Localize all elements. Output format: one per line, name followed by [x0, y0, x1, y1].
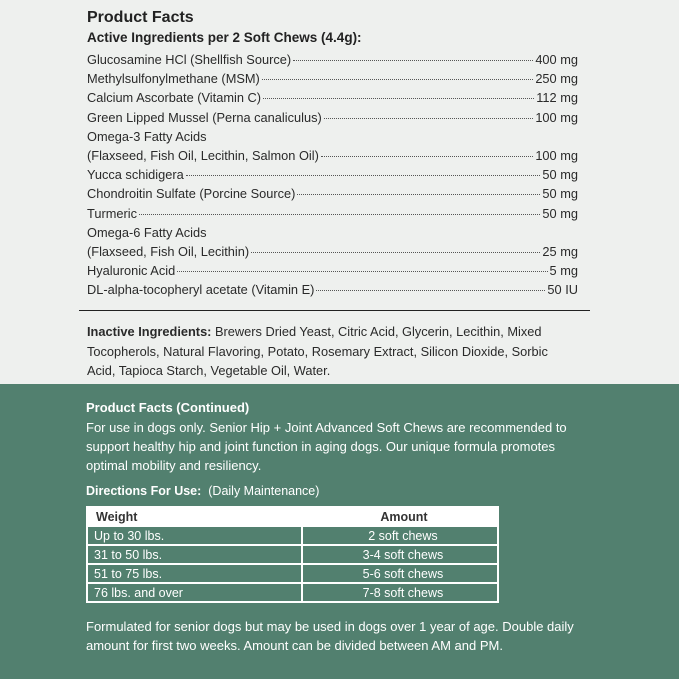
table-row: 31 to 50 lbs. 3-4 soft chews [88, 546, 497, 563]
ingredient-amount: 25 mg [542, 243, 578, 259]
active-ingredients-heading: Active Ingredients per 2 Soft Chews (4.4… [87, 30, 362, 45]
amount-cell: 5-6 soft chews [302, 565, 497, 582]
ingredient-amount: 5 mg [549, 263, 578, 279]
dot-leader [139, 213, 541, 215]
amount-cell: 3-4 soft chews [302, 546, 497, 563]
dot-leader [320, 155, 534, 157]
ingredient-amount: 400 mg [535, 52, 578, 67]
product-facts-title: Product Facts [87, 9, 194, 26]
ingredient-list: Glucosamine HCl (Shellfish Source) 400 mg… [87, 50, 578, 299]
directions-label: Directions For Use: [86, 484, 202, 498]
inactive-ingredients: Inactive Ingredients: Brewers Dried Yeas… [87, 322, 577, 381]
amount-cell: 2 soft chews [302, 527, 497, 544]
ingredient-name: (Flaxseed, Fish Oil, Lecithin, Salmon Oi… [87, 147, 319, 163]
header-weight: Weight [88, 508, 301, 525]
table-header-row: Weight Amount [88, 508, 497, 525]
ingredient-row: Omega-6 Fatty Acids [87, 223, 578, 242]
ingredient-row: Turmeric 50 mg [87, 204, 578, 223]
ingredient-row: Yucca schidigera 50 mg [87, 165, 578, 184]
ingredient-name: Yucca schidigera [87, 167, 184, 183]
table-row: 51 to 75 lbs. 5-6 soft chews [88, 565, 497, 582]
footer-note: Formulated for senior dogs but may be us… [86, 619, 574, 653]
ingredient-row: (Flaxseed, Fish Oil, Lecithin) 25 mg [87, 242, 578, 261]
weight-cell: 31 to 50 lbs. [88, 546, 301, 563]
table-row: 76 lbs. and over 7-8 soft chews [88, 584, 497, 601]
ingredient-row: (Flaxseed, Fish Oil, Lecithin, Salmon Oi… [87, 146, 578, 165]
ingredient-row: DL-alpha-tocopheryl acetate (Vitamin E) 5… [87, 280, 578, 299]
continued-title: Product Facts (Continued) [86, 400, 250, 415]
dot-leader [316, 290, 546, 292]
ingredient-amount: 50 mg [542, 186, 578, 202]
header-amount: Amount [302, 508, 497, 525]
ingredient-amount: 112 mg [536, 90, 578, 106]
ingredient-amount: 50 mg [542, 205, 578, 221]
ingredient-amount: 100 mg [535, 109, 578, 125]
continued-body: For use in dogs only. Senior Hip + Joint… [86, 420, 567, 473]
ingredient-name: Hyaluronic Acid [87, 263, 176, 279]
dot-leader [293, 60, 534, 61]
directions-heading: Directions For Use: (Daily Maintenance) [86, 484, 319, 498]
ingredient-name: (Flaxseed, Fish Oil, Lecithin) [87, 243, 250, 259]
dot-leader [261, 79, 534, 81]
dot-leader [185, 175, 541, 177]
directions-note: (Daily Maintenance) [208, 484, 320, 498]
ingredient-row: Green Lipped Mussel (Perna canaliculus) 1… [87, 108, 578, 127]
ingredient-row: Methylsulfonylmethane (MSM) 250 mg [87, 69, 578, 88]
dot-leader [297, 194, 541, 196]
dot-leader [323, 117, 534, 119]
amount-cell: 7-8 soft chews [302, 584, 497, 601]
product-facts-continued-section: Product Facts (Continued) For use in dog… [0, 384, 679, 679]
ingredient-name: Omega-6 Fatty Acids [87, 224, 207, 240]
ingredient-name: Turmeric [87, 205, 138, 221]
ingredient-row: Chondroitin Sulfate (Porcine Source) 50 m… [87, 184, 578, 203]
divider [79, 310, 590, 311]
ingredient-row: Calcium Ascorbate (Vitamin C) 112 mg [87, 88, 578, 107]
weight-cell: 51 to 75 lbs. [88, 565, 301, 582]
ingredient-amount: 100 mg [535, 147, 578, 163]
table-row: Up to 30 lbs. 2 soft chews [88, 527, 497, 544]
dot-leader [251, 251, 541, 253]
ingredient-name: Omega-3 Fatty Acids [87, 128, 207, 144]
ingredient-name: Green Lipped Mussel (Perna canaliculus) [87, 109, 322, 125]
dot-leader [177, 271, 548, 273]
ingredient-amount: 250 mg [535, 71, 578, 87]
dosage-table: Weight Amount Up to 30 lbs. 2 soft chews 3… [86, 506, 499, 603]
ingredient-row: Glucosamine HCl (Shellfish Source) 400 mg [87, 50, 578, 69]
inactive-text: Brewers Dried Yeast, Citric Acid, Glycer… [87, 324, 548, 378]
ingredient-name: DL-alpha-tocopheryl acetate (Vitamin E) [87, 282, 315, 298]
ingredient-name: Chondroitin Sulfate (Porcine Source) [87, 186, 296, 202]
dot-leader [263, 98, 535, 100]
ingredient-name: Methylsulfonylmethane (MSM) [87, 71, 260, 87]
ingredient-row: Hyaluronic Acid 5 mg [87, 261, 578, 280]
inactive-label: Inactive Ingredients: [87, 324, 212, 339]
ingredient-amount: 50 mg [542, 167, 578, 183]
ingredient-amount: 50 IU [547, 282, 578, 298]
ingredient-name: Glucosamine HCl (Shellfish Source) [87, 52, 292, 67]
ingredient-row: Omega-3 Fatty Acids [87, 127, 578, 146]
weight-cell: 76 lbs. and over [88, 584, 301, 601]
product-facts-section: Product Facts Active Ingredients per 2 S… [79, 9, 590, 381]
ingredient-name: Calcium Ascorbate (Vitamin C) [87, 90, 262, 106]
weight-cell: Up to 30 lbs. [88, 527, 301, 544]
